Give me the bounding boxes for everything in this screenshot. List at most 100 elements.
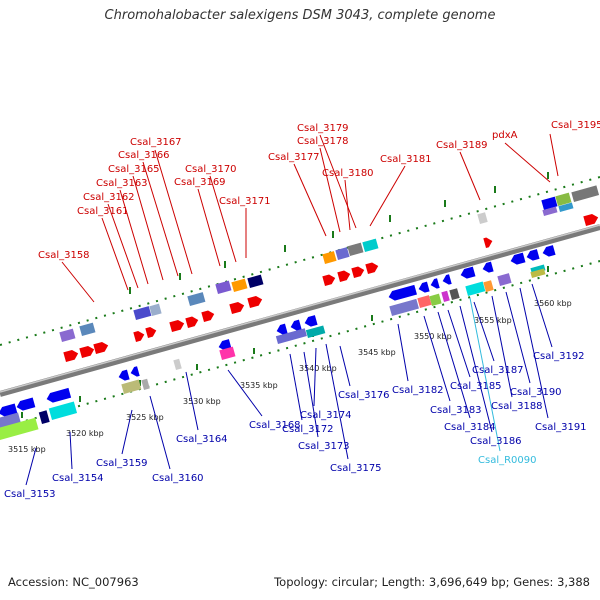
gene-arrow-reverse[interactable] bbox=[509, 252, 526, 266]
gene-label[interactable]: Csal_3168 bbox=[249, 420, 301, 431]
gene-arrow-reverse[interactable] bbox=[525, 249, 540, 262]
gene-arrow-forward[interactable] bbox=[63, 349, 79, 362]
gene-arrow-reverse[interactable] bbox=[0, 403, 18, 418]
gene-label[interactable]: Csal_3174 bbox=[300, 410, 352, 421]
gene-arrow-forward[interactable] bbox=[185, 315, 199, 328]
gene-arrow-forward[interactable] bbox=[337, 269, 351, 282]
gene-label[interactable]: Csal_3184 bbox=[444, 422, 496, 433]
gene-box[interactable] bbox=[121, 379, 142, 394]
gene-label[interactable]: Csal_3172 bbox=[282, 424, 334, 435]
gene-box[interactable] bbox=[571, 185, 600, 202]
gene-arrow-reverse[interactable] bbox=[45, 387, 72, 404]
gene-box[interactable] bbox=[173, 358, 182, 370]
gene-label[interactable]: Csal_3158 bbox=[38, 250, 90, 261]
gene-label[interactable]: Csal_3169 bbox=[174, 177, 226, 188]
gene-label[interactable]: Csal_3159 bbox=[96, 458, 148, 469]
gene-label[interactable]: Csal_3177 bbox=[268, 152, 320, 163]
gene-arrow-forward[interactable] bbox=[365, 261, 379, 274]
gene-label[interactable]: Csal_3162 bbox=[83, 192, 135, 203]
gene-box[interactable] bbox=[541, 196, 558, 210]
gene-box[interactable] bbox=[0, 417, 39, 440]
gene-label[interactable]: Csal_3178 bbox=[297, 136, 349, 147]
gene-arrow-reverse[interactable] bbox=[459, 266, 476, 280]
gene-box[interactable] bbox=[465, 281, 486, 296]
gene-label[interactable]: Csal_3186 bbox=[470, 436, 522, 447]
gene-label[interactable]: Csal_3173 bbox=[298, 441, 350, 452]
gene-arrow-reverse[interactable] bbox=[429, 278, 440, 290]
gene-label[interactable]: Csal_3183 bbox=[430, 405, 482, 416]
gene-arrow-forward[interactable] bbox=[322, 273, 336, 286]
gene-arrow-reverse[interactable] bbox=[387, 284, 417, 302]
gene-box[interactable] bbox=[215, 280, 232, 294]
gene-box[interactable] bbox=[335, 247, 350, 260]
gene-label[interactable]: Csal_3170 bbox=[185, 164, 237, 175]
gene-box[interactable] bbox=[141, 378, 150, 390]
gene-label[interactable]: Csal_3165 bbox=[108, 164, 160, 175]
gene-box[interactable] bbox=[477, 212, 488, 224]
gene-arrow-forward[interactable] bbox=[351, 265, 365, 278]
gene-arrow-forward[interactable] bbox=[247, 295, 263, 308]
gene-label[interactable]: Csal_3176 bbox=[338, 390, 390, 401]
gene-box[interactable] bbox=[247, 274, 264, 288]
gene-box[interactable] bbox=[231, 278, 248, 293]
gene-label[interactable]: Csal_3182 bbox=[392, 385, 444, 396]
gene-arrow-reverse[interactable] bbox=[275, 323, 288, 336]
gene-box[interactable] bbox=[48, 401, 78, 420]
gene-arrow-reverse[interactable] bbox=[541, 245, 556, 258]
gene-arrow-forward[interactable] bbox=[201, 309, 215, 322]
gene-label[interactable]: Csal_3163 bbox=[96, 178, 148, 189]
gene-label[interactable]: Csal_3187 bbox=[472, 365, 524, 376]
gene-label[interactable]: Csal_3185 bbox=[450, 381, 502, 392]
gene-box[interactable] bbox=[79, 322, 96, 336]
gene-box[interactable] bbox=[497, 273, 512, 287]
gene-box[interactable] bbox=[362, 238, 379, 253]
gene-box[interactable] bbox=[347, 242, 364, 256]
gene-arrow-reverse[interactable] bbox=[441, 274, 452, 286]
gene-label[interactable]: Csal_3188 bbox=[491, 401, 543, 412]
gene-label[interactable]: Csal_3171 bbox=[219, 196, 271, 207]
gene-label[interactable]: Csal_3175 bbox=[330, 463, 382, 474]
gene-arrow-reverse[interactable] bbox=[289, 319, 302, 332]
gene-label[interactable]: Csal_3167 bbox=[130, 137, 182, 148]
gene-box[interactable] bbox=[305, 325, 326, 339]
gene-box[interactable] bbox=[429, 293, 442, 306]
gene-arrow-reverse[interactable] bbox=[117, 369, 130, 382]
gene-box[interactable] bbox=[219, 346, 236, 360]
gene-arrow-forward[interactable] bbox=[79, 345, 95, 358]
gene-label[interactable]: Csal_3192 bbox=[533, 351, 585, 362]
gene-arrow-forward[interactable] bbox=[229, 301, 245, 314]
gene-label[interactable]: Csal_3153 bbox=[4, 489, 56, 500]
gene-label[interactable]: Csal_3179 bbox=[297, 123, 349, 134]
gene-label[interactable]: Csal_3154 bbox=[52, 473, 104, 484]
gene-arrow-forward[interactable] bbox=[93, 341, 109, 354]
gene-box[interactable] bbox=[275, 328, 307, 344]
gene-arrow-forward[interactable] bbox=[145, 326, 157, 338]
gene-label[interactable]: Csal_3181 bbox=[380, 154, 432, 165]
gene-box[interactable] bbox=[483, 280, 494, 292]
gene-box[interactable] bbox=[555, 192, 572, 206]
gene-box[interactable] bbox=[133, 306, 152, 320]
gene-label[interactable]: Csal_3189 bbox=[436, 140, 488, 151]
gene-box[interactable] bbox=[417, 295, 432, 309]
gene-label[interactable]: Csal_3161 bbox=[77, 206, 129, 217]
gene-box[interactable] bbox=[441, 290, 450, 302]
gene-box[interactable] bbox=[558, 202, 574, 212]
gene-label[interactable]: Csal_3190 bbox=[510, 387, 562, 398]
gene-label[interactable]: Csal_3160 bbox=[152, 473, 204, 484]
gene-label[interactable]: pdxA bbox=[492, 130, 518, 141]
gene-label[interactable]: Csal_3195 bbox=[551, 120, 600, 131]
gene-arrow-reverse[interactable] bbox=[217, 339, 232, 352]
gene-arrow-forward[interactable] bbox=[583, 213, 599, 226]
gene-arrow-reverse[interactable] bbox=[417, 281, 430, 294]
gene-box[interactable] bbox=[322, 251, 337, 264]
gene-arrow-reverse[interactable] bbox=[15, 397, 36, 412]
gene-box[interactable] bbox=[449, 288, 460, 300]
gene-arrow-reverse[interactable] bbox=[481, 261, 494, 274]
gene-box[interactable] bbox=[187, 292, 206, 306]
gene-box[interactable] bbox=[38, 410, 50, 424]
gene-label[interactable]: Csal_3180 bbox=[322, 168, 374, 179]
gene-box[interactable] bbox=[149, 303, 162, 316]
gene-label[interactable]: Csal_3164 bbox=[176, 434, 228, 445]
gene-label[interactable]: Csal_R0090 bbox=[478, 455, 537, 466]
gene-arrow-forward[interactable] bbox=[483, 236, 493, 248]
